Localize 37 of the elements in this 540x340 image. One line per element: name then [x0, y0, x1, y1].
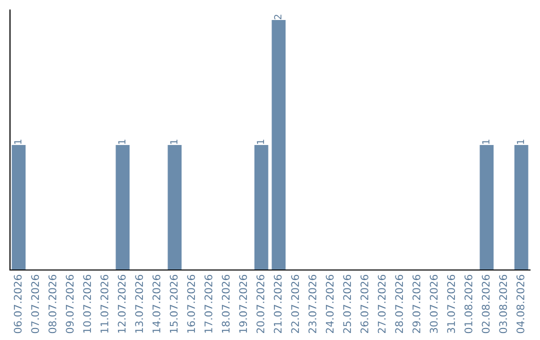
x-tick-label: 13.07.2026: [135, 274, 144, 333]
x-tick-label: 24.07.2026: [326, 274, 334, 334]
data-label: 1: [482, 140, 490, 144]
data-label: 2: [274, 14, 282, 20]
data-label: 1: [14, 140, 22, 144]
x-tick-label: 26.07.2026: [360, 274, 368, 334]
data-label: 1: [118, 140, 126, 144]
x-tick-label: 08.07.2026: [48, 274, 56, 334]
x-tick-label: 07.07.2026: [31, 274, 40, 334]
x-tick-label: 10.07.2026: [83, 274, 92, 333]
x-tick-label: 27.07.2026: [378, 274, 386, 334]
x-tick-label: 01.08.2026: [464, 274, 472, 334]
x-tick-label: 23.07.2026: [308, 274, 316, 334]
x-tick-label: 22.07.2026: [291, 274, 300, 334]
data-label: 1: [516, 140, 524, 144]
x-tick-label: 12.07.2026: [118, 274, 126, 333]
x-tick-label: 25.07.2026: [343, 274, 352, 334]
x-tick-label: 14.07.2026: [152, 274, 160, 333]
x-tick-label: 03.08.2026: [499, 274, 508, 334]
data-label: 1: [170, 140, 178, 144]
x-tick-label: 29.07.2026: [412, 274, 420, 334]
x-tick-label: 31.07.2026: [447, 274, 456, 334]
x-tick-label: 15.07.2026: [170, 274, 178, 333]
x-tick-label: 16.07.2026: [187, 274, 196, 333]
x-tick-label: 04.08.2026: [516, 274, 524, 334]
x-tick-label: 30.07.2026: [430, 274, 438, 334]
x-tick-label: 02.08.2026: [482, 274, 490, 334]
data-label: 1: [256, 140, 264, 144]
x-tick-label: 09.07.2026: [66, 274, 74, 334]
x-tick-label: 11.07.2026: [100, 274, 108, 333]
x-tick-label: 17.07.2026: [204, 274, 212, 333]
x-tick-label: 06.07.2026: [14, 274, 22, 334]
x-tick-label: 28.07.2026: [395, 274, 404, 334]
x-tick-label: 21.07.2026: [274, 274, 282, 334]
x-tick-label: 19.07.2026: [239, 274, 248, 333]
x-tick-label: 18.07.2026: [222, 274, 230, 333]
x-tick-label: 20.07.2026: [256, 274, 264, 334]
